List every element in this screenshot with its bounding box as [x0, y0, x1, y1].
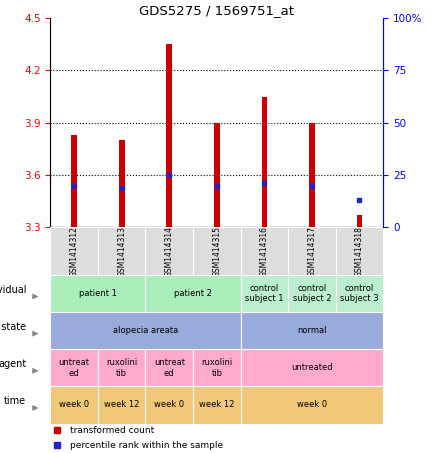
Text: GSM1414318: GSM1414318	[355, 226, 364, 277]
Bar	[193, 227, 240, 275]
Text: disease state: disease state	[0, 322, 26, 332]
Bar	[145, 349, 193, 386]
Bar	[50, 349, 98, 386]
Text: GSM1414314: GSM1414314	[165, 226, 174, 277]
Text: normal: normal	[297, 326, 327, 335]
Bar	[98, 349, 145, 386]
Text: week 0: week 0	[297, 400, 327, 410]
Bar	[145, 275, 240, 312]
Bar	[240, 386, 383, 424]
Bar	[261, 96, 267, 227]
Bar	[240, 349, 383, 386]
Bar	[145, 386, 193, 424]
Text: GSM1414313: GSM1414313	[117, 226, 126, 277]
Text: time: time	[4, 396, 26, 406]
Text: patient 1: patient 1	[79, 289, 117, 298]
Text: ruxolini
tib: ruxolini tib	[201, 358, 233, 377]
Bar	[50, 227, 98, 275]
Bar	[240, 275, 288, 312]
Bar	[288, 227, 336, 275]
Bar	[98, 227, 145, 275]
Bar	[357, 215, 362, 227]
Bar	[193, 349, 240, 386]
Bar	[288, 275, 336, 312]
Bar	[119, 140, 124, 227]
Text: GSM1414312: GSM1414312	[70, 226, 79, 277]
Bar	[145, 227, 193, 275]
Bar	[166, 44, 172, 227]
Bar	[309, 123, 315, 227]
Bar	[240, 227, 288, 275]
Text: week 0: week 0	[59, 400, 89, 410]
Text: control
subject 1: control subject 1	[245, 284, 284, 303]
Bar	[193, 386, 240, 424]
Text: patient 2: patient 2	[174, 289, 212, 298]
Bar	[214, 123, 220, 227]
Text: control
subject 2: control subject 2	[293, 284, 331, 303]
Text: untreat
ed: untreat ed	[154, 358, 185, 377]
Text: agent: agent	[0, 359, 26, 369]
Text: alopecia areata: alopecia areata	[113, 326, 178, 335]
Bar	[336, 275, 383, 312]
Bar	[50, 312, 240, 349]
Text: control
subject 3: control subject 3	[340, 284, 379, 303]
Text: GSM1414315: GSM1414315	[212, 226, 221, 277]
Text: untreated: untreated	[291, 363, 333, 372]
Title: GDS5275 / 1569751_at: GDS5275 / 1569751_at	[139, 4, 294, 17]
Text: individual: individual	[0, 285, 26, 295]
Text: percentile rank within the sample: percentile rank within the sample	[71, 441, 223, 450]
Text: week 0: week 0	[154, 400, 184, 410]
Text: week 12: week 12	[104, 400, 139, 410]
Text: transformed count: transformed count	[71, 426, 155, 435]
Bar	[336, 227, 383, 275]
Text: week 12: week 12	[199, 400, 234, 410]
Bar	[50, 275, 145, 312]
Bar	[71, 135, 77, 227]
Text: GSM1414316: GSM1414316	[260, 226, 269, 277]
Text: untreat
ed: untreat ed	[59, 358, 90, 377]
Text: GSM1414317: GSM1414317	[307, 226, 316, 277]
Bar	[240, 312, 383, 349]
Text: ruxolini
tib: ruxolini tib	[106, 358, 138, 377]
Bar	[50, 386, 98, 424]
Bar	[98, 386, 145, 424]
